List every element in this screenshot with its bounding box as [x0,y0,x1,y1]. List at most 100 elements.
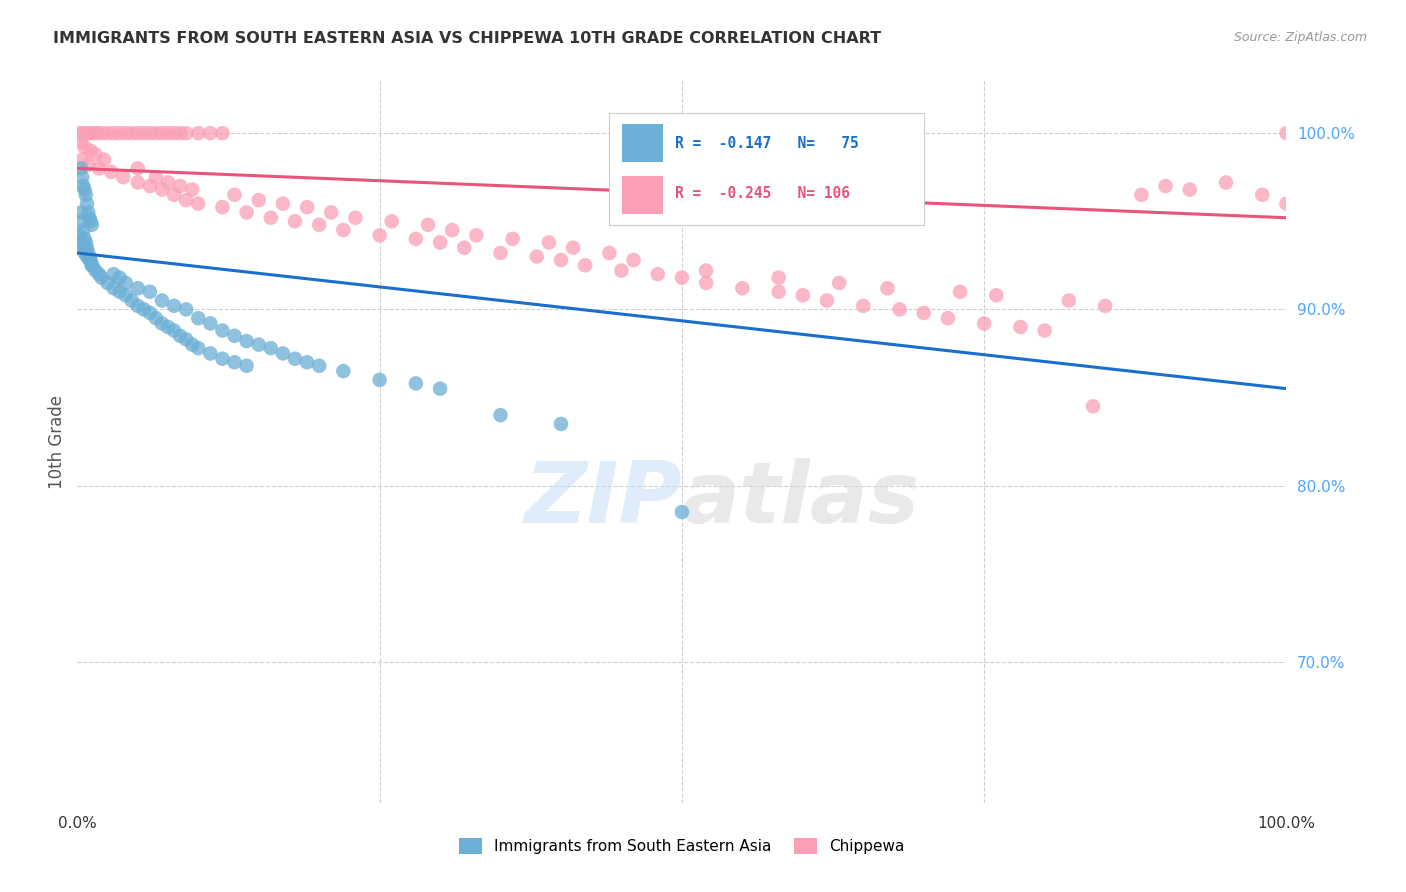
Point [127,176,149,190]
Point [1275,126,1298,140]
Point [284,214,307,228]
Point [200,346,222,360]
Point [150,317,173,331]
Point [72,241,94,255]
Point [671,505,693,519]
Point [174,302,197,317]
Point [84,147,107,161]
Point [163,324,186,338]
Point [181,182,204,196]
Point [73,232,96,246]
Point [647,267,669,281]
Point [79,126,101,140]
Point [429,235,451,250]
Point [986,288,1008,302]
Point [429,382,451,396]
Point [768,285,790,299]
Point [79,253,101,268]
Point [70,205,93,219]
Point [308,218,330,232]
Point [1130,187,1153,202]
Point [235,334,257,348]
Point [368,228,391,243]
Point [169,126,191,140]
Point [211,200,233,214]
Point [211,351,233,366]
Point [1215,176,1237,190]
Point [610,263,633,277]
Point [69,126,91,140]
Point [139,126,162,140]
Point [127,161,149,176]
Point [200,126,222,140]
Point [114,276,136,290]
Point [132,126,155,140]
Point [224,328,246,343]
Point [321,205,343,219]
Point [224,187,246,202]
Point [121,126,143,140]
Point [489,246,512,260]
Point [127,281,149,295]
Point [79,211,101,225]
Point [332,223,354,237]
Point [114,126,136,140]
Point [235,205,257,219]
Point [169,328,191,343]
Point [157,320,180,334]
Point [211,126,233,140]
Point [200,317,222,331]
Point [93,153,115,167]
Point [157,176,180,190]
Point [108,270,131,285]
Point [79,144,101,158]
Point [1010,320,1032,334]
Point [695,276,717,290]
Point [90,126,112,140]
Point [489,408,512,422]
Point [562,241,585,255]
Point [80,258,103,272]
Point [77,246,100,260]
Point [145,126,167,140]
Point [103,267,125,281]
Point [295,200,318,214]
Point [1057,293,1080,308]
Point [80,218,103,232]
Text: atlas: atlas [682,458,920,541]
Point [671,270,693,285]
Point [127,126,149,140]
Point [73,246,96,260]
Point [453,241,475,255]
Point [550,253,572,268]
Point [912,306,935,320]
Point [76,241,98,255]
Point [187,196,209,211]
Point [1094,299,1116,313]
Point [368,373,391,387]
Point [72,223,94,237]
Text: Source: ZipAtlas.com: Source: ZipAtlas.com [1233,31,1367,45]
Point [187,341,209,355]
Point [73,182,96,196]
Point [108,285,131,299]
Point [1033,324,1056,338]
Point [169,179,191,194]
Point [381,214,404,228]
Point [96,126,118,140]
Point [949,285,972,299]
Point [84,263,107,277]
Point [815,293,838,308]
Point [163,299,186,313]
Point [75,235,97,250]
Point [344,211,367,225]
Point [103,126,125,140]
Point [295,355,318,369]
Point [72,126,94,140]
Point [623,253,645,268]
Point [574,258,596,272]
Point [174,332,197,346]
Point [150,182,173,196]
Point [1154,179,1177,194]
Point [112,170,135,185]
